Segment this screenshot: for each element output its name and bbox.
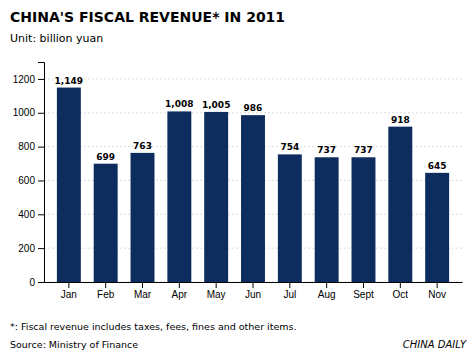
y-tick: 400: [18, 209, 44, 220]
y-axis-line: [38, 63, 45, 283]
grid: [44, 79, 462, 282]
x-tick: Jul: [283, 282, 296, 300]
x-tick-label: Oct: [393, 289, 409, 300]
y-tick-mark: [38, 147, 44, 148]
data-label: 763: [133, 141, 152, 151]
x-tick: May: [207, 282, 226, 300]
title: CHINA'S FISCAL REVENUE* IN 2011: [10, 9, 285, 25]
data-label: 754: [280, 142, 299, 152]
bar: [241, 115, 265, 282]
y-tick-mark: [38, 282, 44, 283]
y-tick: 0: [29, 277, 44, 288]
data-label: 918: [391, 115, 410, 125]
x-tick: Feb: [97, 282, 115, 300]
x-tick: Mar: [134, 282, 152, 300]
annotation: CHINA DAILY: [403, 339, 467, 350]
subtitle: Unit: billion yuan: [10, 32, 103, 45]
y-tick: 200: [18, 243, 44, 254]
x-tick-mark: [68, 282, 69, 288]
x-tick: Oct: [393, 282, 409, 300]
grid-line: [44, 78, 462, 79]
y-tick-label: 800: [18, 141, 35, 152]
x-tick: Nov: [428, 282, 446, 300]
x-tick-label: Sept: [353, 289, 374, 300]
x-tick-label: Aug: [318, 289, 336, 300]
x-tick-label: Mar: [134, 289, 152, 300]
y-tick-label: 200: [18, 243, 35, 254]
y-tick-mark: [38, 180, 44, 181]
x-tick-mark: [289, 282, 290, 288]
bars: [57, 88, 449, 282]
y-tick-label: 1000: [13, 107, 36, 118]
x-tick-mark: [363, 282, 364, 288]
data-label: 645: [428, 161, 447, 171]
x-tick: Apr: [172, 282, 188, 300]
y-tick: 600: [18, 175, 44, 186]
bar: [57, 88, 81, 282]
data-labels: 1,149 699 763 1,008 1,005 986 754 737 737 918 645: [55, 76, 447, 171]
y-tick-label: 400: [18, 209, 35, 220]
x-tick-mark: [142, 282, 143, 288]
x-tick-label: Jul: [283, 289, 296, 300]
x-tick: Jan: [61, 282, 77, 300]
y-tick: 1200: [13, 74, 44, 85]
plot: 020040060080010001200JanFebMarAprMayJunJ…: [13, 63, 463, 301]
x-tick-label: Feb: [97, 289, 115, 300]
y-tick-mark: [38, 248, 44, 249]
bar: [315, 157, 339, 282]
bar: [352, 157, 376, 282]
bar: [167, 111, 191, 282]
data-label: 737: [317, 145, 336, 155]
y-tick-mark: [38, 79, 44, 80]
data-label: 1,149: [55, 76, 83, 86]
y-tick: 800: [18, 141, 44, 152]
y-axis: 0 200 400 600 800 1000 1200: [13, 63, 45, 288]
annotation: *: Fiscal revenue includes taxes, fees, …: [10, 321, 297, 332]
bar: [131, 153, 155, 282]
data-label: 699: [96, 152, 115, 162]
x-tick: Sept: [353, 282, 374, 300]
x-tick-label: Jan: [61, 289, 77, 300]
y-tick-mark: [38, 214, 44, 215]
x-tick: Jun: [245, 282, 261, 300]
x-tick-mark: [216, 282, 217, 288]
x-tick-label: Nov: [428, 289, 446, 300]
x-tick-label: May: [207, 289, 226, 300]
x-tick-label: Jun: [245, 289, 261, 300]
x-tick-mark: [253, 282, 254, 288]
y-tick-label: 1200: [13, 74, 36, 85]
bar: [278, 154, 302, 282]
x-tick: Aug: [318, 282, 336, 300]
x-tick-mark: [326, 282, 327, 288]
chart-svg: CHINA'S FISCAL REVENUE* IN 2011 Unit: bil…: [0, 0, 476, 360]
data-label: 1,005: [202, 100, 230, 110]
x-tick-mark: [400, 282, 401, 288]
data-label: 986: [244, 103, 263, 113]
bar: [425, 173, 449, 282]
x-tick-mark: [105, 282, 106, 288]
y-tick-label: 0: [29, 277, 35, 288]
bar: [94, 164, 118, 282]
data-label: 737: [354, 145, 373, 155]
bar: [204, 112, 228, 282]
bar: [388, 127, 412, 282]
x-tick-mark: [179, 282, 180, 288]
x-tick-mark: [437, 282, 438, 288]
y-tick: 1000: [13, 107, 44, 118]
y-tick-label: 600: [18, 175, 35, 186]
annotation: Source: Ministry of Finance: [10, 339, 138, 350]
x-tick-label: Apr: [172, 289, 188, 300]
x-axis: Jan Feb Mar Apr May Jun Jul Aug Sept Oct Nov: [45, 282, 463, 300]
y-tick-mark: [38, 113, 44, 114]
data-label: 1,008: [165, 99, 193, 109]
